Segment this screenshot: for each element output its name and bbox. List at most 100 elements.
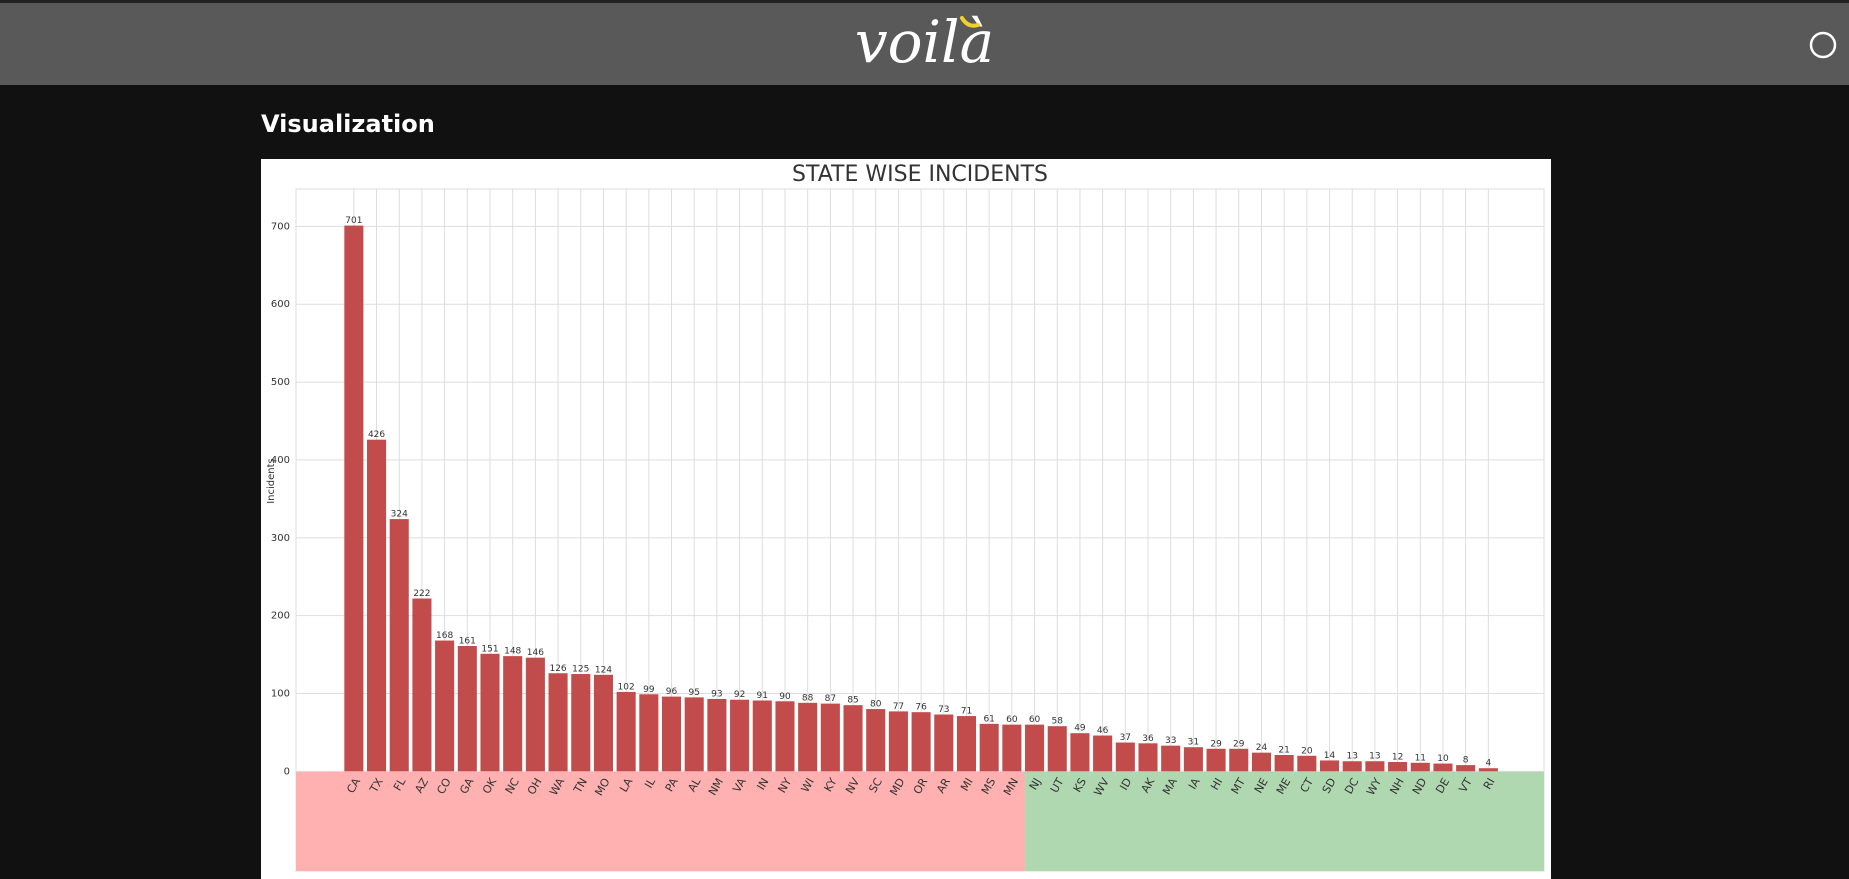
data-label: 95 — [688, 688, 699, 698]
bar — [1025, 724, 1045, 772]
x-tick-label: HI — [1208, 776, 1225, 792]
bar — [1138, 743, 1158, 772]
data-label: 49 — [1074, 724, 1086, 734]
y-tick-label: 600 — [271, 299, 290, 310]
data-label: 10 — [1437, 754, 1449, 764]
data-label: 80 — [870, 700, 882, 710]
data-label: 92 — [734, 690, 745, 700]
bar — [820, 703, 840, 772]
data-label: 701 — [345, 216, 362, 226]
shaded-region — [1025, 771, 1544, 871]
bar — [1047, 726, 1067, 772]
bar — [843, 705, 863, 772]
x-tick-label: PA — [663, 775, 681, 794]
x-tick-label: KY — [822, 776, 840, 794]
x-tick-label: WI — [799, 776, 817, 795]
bar — [1274, 754, 1294, 772]
x-tick-label: LA — [617, 775, 635, 794]
data-label: 148 — [504, 647, 521, 657]
bar — [367, 439, 387, 772]
bar — [548, 673, 568, 772]
x-tick-label: CT — [1298, 776, 1317, 795]
bar — [1093, 735, 1113, 772]
data-label: 151 — [481, 644, 498, 654]
data-label: 14 — [1324, 751, 1336, 761]
bar — [389, 519, 409, 772]
data-label: 11 — [1415, 753, 1426, 763]
bar — [1115, 742, 1135, 772]
bar — [1342, 761, 1362, 772]
bar — [412, 598, 432, 772]
x-tick-label: KS — [1071, 776, 1089, 795]
data-label: 31 — [1188, 738, 1199, 748]
bar — [1433, 763, 1453, 772]
logo[interactable]: voilà — [854, 8, 995, 76]
x-tick-label: VA — [730, 775, 749, 794]
bar — [979, 723, 999, 772]
bar — [775, 701, 795, 772]
x-tick-label: ID — [1117, 776, 1134, 793]
chart-title: STATE WISE INCIDENTS — [792, 162, 1048, 187]
bar — [1161, 745, 1181, 772]
y-tick-label: 400 — [271, 455, 290, 466]
y-tick-label: 300 — [271, 533, 290, 544]
bar — [571, 674, 591, 772]
data-label: 222 — [413, 589, 430, 599]
data-label: 126 — [549, 664, 566, 674]
bar — [1297, 755, 1317, 772]
data-label: 29 — [1210, 739, 1222, 749]
bar — [1229, 748, 1249, 772]
data-label: 168 — [436, 631, 453, 641]
bar — [435, 640, 455, 772]
data-label: 99 — [643, 685, 655, 695]
logo-accent — [960, 16, 980, 28]
bar — [1002, 724, 1022, 772]
data-label: 13 — [1346, 752, 1357, 762]
bar — [730, 699, 750, 772]
bar — [661, 696, 682, 772]
data-label: 37 — [1120, 733, 1131, 743]
data-label: 324 — [391, 510, 408, 520]
bar — [503, 656, 523, 772]
data-label: 12 — [1392, 753, 1403, 763]
data-label: 36 — [1142, 734, 1154, 744]
data-label: 29 — [1233, 739, 1245, 749]
bar — [457, 646, 477, 772]
data-label: 61 — [983, 714, 994, 724]
data-label: 13 — [1369, 752, 1380, 762]
bar — [911, 712, 931, 772]
data-label: 91 — [757, 691, 768, 701]
bar — [1388, 762, 1408, 772]
shaded-region — [296, 771, 1026, 871]
x-tick-label: MI — [958, 776, 976, 794]
data-label: 125 — [572, 665, 589, 675]
data-label: 71 — [961, 707, 972, 717]
bar — [707, 698, 727, 772]
data-label: 161 — [459, 637, 476, 647]
y-axis-label: Incidents — [266, 458, 277, 504]
data-label: 96 — [666, 687, 678, 697]
bar — [639, 694, 659, 772]
data-label: 90 — [779, 692, 791, 702]
data-label: 85 — [847, 696, 858, 706]
bar — [888, 711, 908, 772]
data-label: 124 — [595, 665, 612, 675]
data-label: 87 — [825, 694, 836, 704]
x-tick-label: SC — [866, 776, 885, 795]
data-label: 102 — [618, 682, 635, 692]
data-label: 73 — [938, 705, 949, 715]
data-label: 33 — [1165, 736, 1176, 746]
bar — [1251, 752, 1271, 772]
bar — [1070, 733, 1090, 772]
bar — [1478, 768, 1498, 772]
bar — [934, 714, 954, 772]
data-label: 58 — [1052, 717, 1064, 727]
bar — [1365, 761, 1385, 772]
bar — [593, 674, 613, 772]
data-label: 77 — [893, 702, 904, 712]
kernel-status[interactable] — [1809, 31, 1837, 59]
data-label: 93 — [711, 689, 722, 699]
bar — [684, 697, 704, 772]
bar — [616, 691, 636, 772]
